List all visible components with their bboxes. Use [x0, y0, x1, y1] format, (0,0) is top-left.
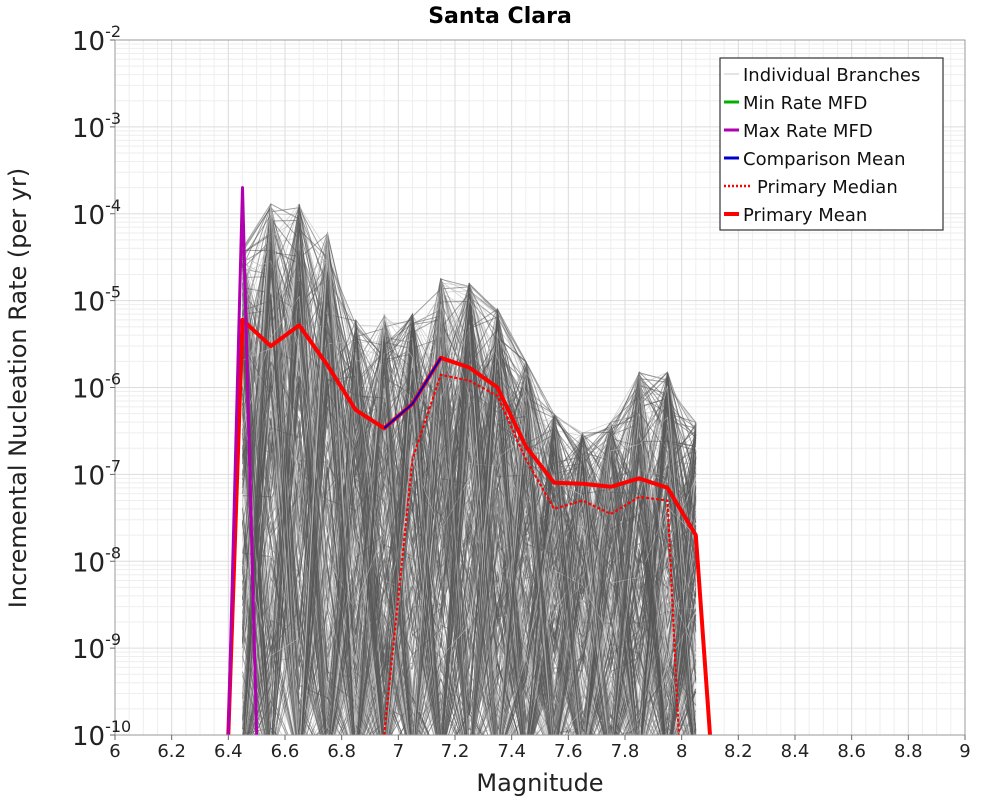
branch-line	[242, 204, 695, 735]
branch-line	[250, 255, 697, 735]
y-tick-label: 10-2	[72, 22, 121, 57]
series-max-rate-mfd	[226, 186, 259, 735]
series-lines	[226, 186, 712, 735]
y-tick-label: 10-9	[72, 630, 121, 665]
branch-line	[242, 298, 609, 735]
branch-line	[242, 235, 697, 735]
legend-label: Min Rate MFD	[743, 93, 867, 114]
branch-line	[242, 312, 697, 735]
branch-line	[300, 377, 694, 735]
x-tick-label: 6	[109, 741, 120, 762]
branch-line	[242, 290, 675, 735]
series-primary-mean	[226, 317, 712, 735]
branch-line	[271, 216, 581, 735]
legend-label: Max Rate MFD	[743, 121, 873, 142]
branch-line	[243, 297, 697, 735]
x-tick-label: 6.4	[214, 741, 243, 762]
branch-line	[243, 264, 697, 735]
branch-line	[271, 207, 662, 735]
legend-label: Comparison Mean	[743, 149, 906, 170]
x-tick-label: 6.6	[271, 741, 300, 762]
legend-label: Primary Median	[757, 177, 898, 198]
branch-line	[242, 221, 697, 735]
branch-line	[300, 244, 695, 735]
branch-line	[243, 287, 697, 735]
individual-branches	[242, 203, 697, 735]
y-tick-label: 10-10	[72, 717, 131, 752]
branch-line	[247, 323, 694, 735]
y-tick-label: 10-5	[72, 283, 121, 318]
x-tick-label: 9	[959, 741, 970, 762]
branch-line	[244, 392, 689, 735]
branch-line	[242, 436, 694, 735]
branch-line	[254, 308, 697, 735]
branch-line	[242, 250, 697, 735]
y-tick-label: 10-3	[72, 109, 121, 144]
branch-line	[242, 226, 695, 735]
branch-line	[242, 214, 697, 735]
y-tick-label: 10-6	[72, 370, 121, 405]
x-tick-label: 7.6	[554, 741, 583, 762]
legend: Individual Branches Min Rate MFD Max Rate …	[719, 57, 944, 231]
branch-line	[242, 349, 697, 735]
legend-box	[719, 57, 944, 231]
branch-line	[303, 278, 697, 735]
branch-line	[242, 368, 697, 735]
branch-line	[242, 271, 685, 735]
branch-line	[242, 228, 697, 735]
x-axis-label: Magnitude	[476, 769, 603, 797]
x-axis-ticks: 6 6.2 6.4 6.6 6.8 7 7.2 7.4 7.6 7.8 8 8.2 8.4 8.6 8.8 9	[109, 735, 971, 762]
x-tick-label: 6.2	[157, 741, 186, 762]
y-axis-ticks: 10-10 10-9 10-8 10-7 10-6 10-5 10-4 10-3 10-2	[72, 22, 131, 752]
x-tick-label: 7.2	[441, 741, 470, 762]
legend-label: Primary Mean	[743, 205, 867, 226]
x-tick-label: 7.4	[497, 741, 526, 762]
series-comparison-mean	[383, 357, 442, 429]
x-tick-label: 6.8	[327, 741, 356, 762]
branch-line	[242, 209, 697, 735]
y-tick-label: 10-4	[72, 196, 121, 231]
y-tick-label: 10-7	[72, 456, 121, 491]
x-tick-label: 8.4	[781, 741, 810, 762]
x-tick-label: 8	[676, 741, 687, 762]
x-tick-label: 7	[393, 741, 404, 762]
branch-line	[242, 311, 695, 735]
x-tick-label: 8.6	[837, 741, 866, 762]
x-tick-label: 8.2	[724, 741, 753, 762]
x-tick-label: 8.8	[894, 741, 923, 762]
branch-line	[243, 257, 697, 735]
branch-line	[243, 261, 609, 735]
legend-label: Individual Branches	[743, 65, 920, 86]
branch-line	[358, 282, 697, 735]
series-primary-median	[383, 373, 680, 735]
branch-line	[242, 282, 695, 735]
y-axis-label: Incremental Nucleation Rate (per yr)	[4, 168, 32, 608]
branch-line	[242, 312, 694, 735]
branch-line	[243, 241, 697, 735]
branch-line	[243, 235, 697, 735]
x-tick-label: 7.8	[611, 741, 640, 762]
y-tick-label: 10-8	[72, 543, 121, 578]
branch-line	[242, 315, 666, 735]
chart-title: Santa Clara	[428, 4, 572, 29]
branch-line	[242, 206, 697, 735]
